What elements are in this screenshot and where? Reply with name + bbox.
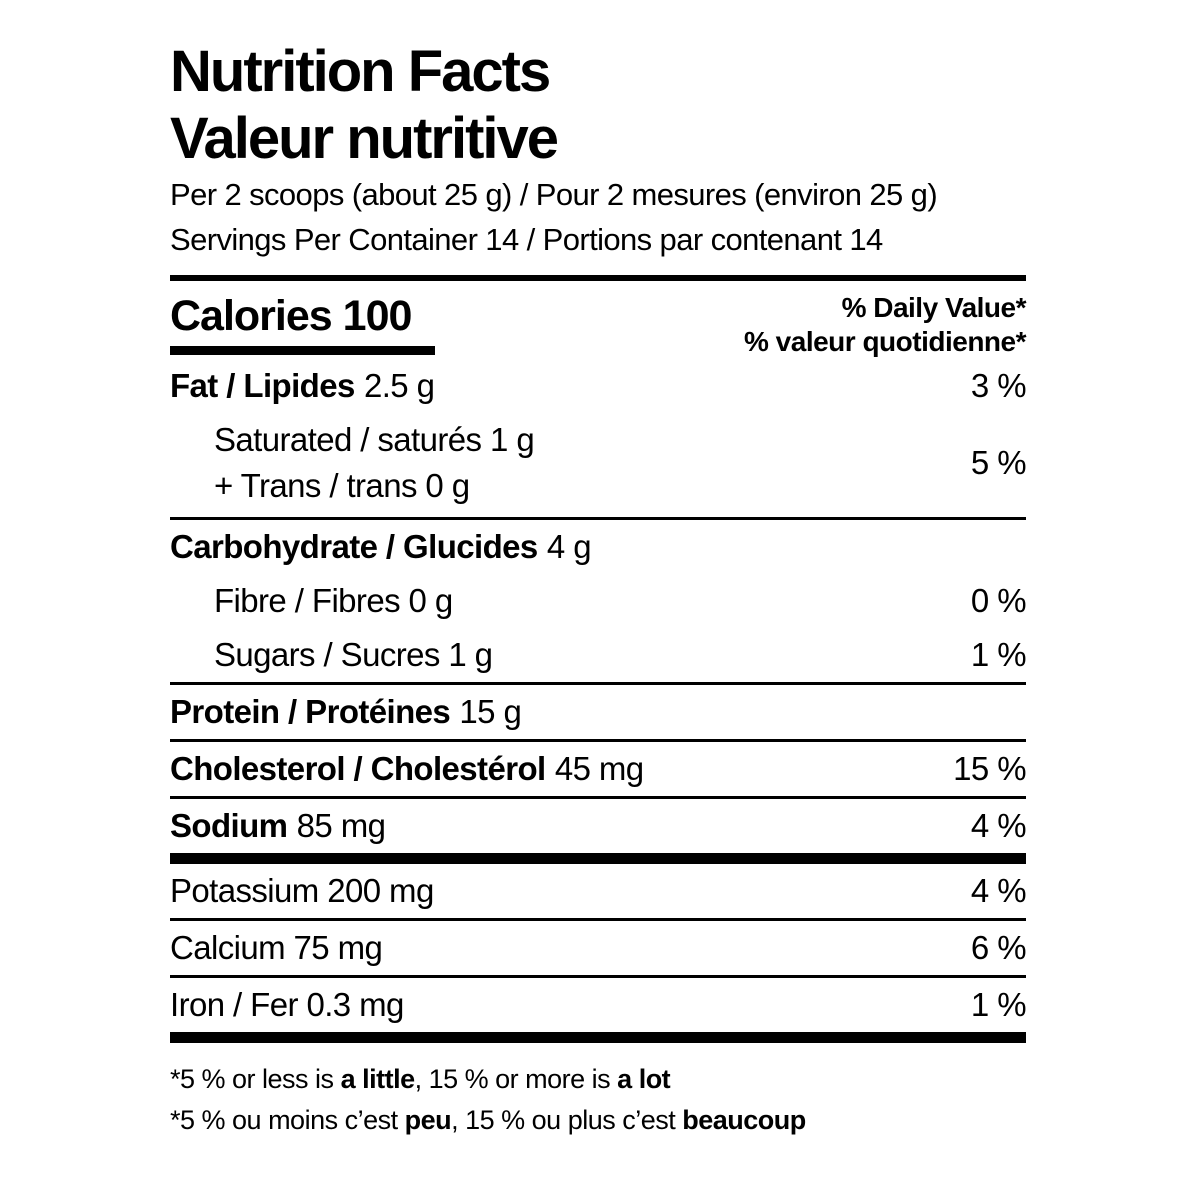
page-title-en: Nutrition Facts [170,39,551,104]
row-fat: Fat / Lipides 2.5 g 3 % [170,359,1027,413]
row-potassium: Potassium 200 mg 4 % [170,864,1027,918]
row-calcium: Calcium 75 mg 6 % [170,921,1027,975]
nutrient-amount: 85 mg [296,807,386,844]
nutrient-name: Carbohydrate / Glucides [170,528,538,565]
daily-value: 5 % [970,444,1027,481]
calories-underline-rule [170,346,435,355]
row-trans: + Trans / trans 0 g [214,467,470,504]
calories-row: Calories 100 % Daily Value* % valeur quo… [170,281,1027,359]
daily-value: 3 % [970,367,1027,404]
footnote-en: *5 % or less is a little, 15 % or more i… [170,1064,671,1094]
daily-value: 1 % [970,986,1027,1023]
nutrient-amount: 45 mg [554,750,644,787]
nutrient-amount: 4 g [546,528,592,565]
separator-rule [170,739,1026,742]
row-iron: Iron / Fer 0.3 mg 1 % [170,978,1027,1032]
nutrient-name: Iron / Fer 0.3 mg [170,986,404,1023]
nutrient-name: Potassium 200 mg [170,872,434,909]
separator-rule [170,682,1026,685]
row-sodium: Sodium 85 mg 4 % [170,799,1027,853]
daily-value-header-en: % Daily Value* [841,292,1027,323]
servings-per-container-line: Servings Per Container 14 / Portions par… [170,222,883,257]
footnote-fr: *5 % ou moins c’est peu, 15 % ou plus c’… [170,1105,806,1135]
nutrient-name: Cholesterol / Cholestérol [170,750,546,787]
separator-rule [170,517,1026,520]
page-title-fr: Valeur nutritive [170,106,559,171]
nutrient-name: Sugars / Sucres 1 g [214,636,493,673]
row-cholesterol: Cholesterol / Cholestérol 45 mg 15 % [170,742,1027,796]
footnotes: *5 % or less is a little, 15 % or more i… [170,1059,1026,1141]
nutrient-name: Fat / Lipides [170,367,355,404]
nutrient-name: Protein / Protéines [170,693,451,730]
daily-value-header: % Daily Value* % valeur quotidienne* [744,291,1027,359]
separator-rule [170,796,1026,799]
table-top-rule [170,275,1026,281]
thick-separator-bar [170,1032,1026,1043]
row-sugars: Sugars / Sucres 1 g 1 % [170,628,1027,682]
daily-value: 1 % [970,636,1027,673]
thick-separator-bar [170,853,1026,864]
calories-label-value: Calories 100 [170,291,435,341]
calories-label: Calories [170,292,333,340]
row-saturated: Saturated / saturés 1 g [214,421,535,458]
daily-value: 6 % [970,929,1027,966]
daily-value-header-fr: % valeur quotidienne* [744,326,1027,357]
nutrient-name: Fibre / Fibres 0 g [214,582,453,619]
row-fibre: Fibre / Fibres 0 g 0 % [170,574,1027,628]
calories-value: 100 [342,292,413,340]
nutrient-name: Sodium [170,807,288,844]
separator-rule [170,918,1026,921]
nutrition-facts-panel: Nutrition Facts Valeur nutritive Per 2 s… [170,38,1027,1141]
daily-value: 4 % [970,872,1027,909]
nutrient-amount: 15 g [459,693,522,730]
serving-size-line: Per 2 scoops (about 25 g) / Pour 2 mesur… [170,177,938,212]
daily-value: 15 % [953,750,1026,787]
nutrient-amount: 2.5 g [363,367,435,404]
daily-value: 0 % [970,582,1027,619]
calories-block: Calories 100 [170,291,435,359]
row-carbohydrate: Carbohydrate / Glucides 4 g [170,520,1026,574]
nutrient-name: Calcium 75 mg [170,929,383,966]
daily-value: 4 % [970,807,1027,844]
row-protein: Protein / Protéines 15 g [170,685,1026,739]
separator-rule [170,975,1026,978]
row-saturated-trans: Saturated / saturés 1 g + Trans / trans … [170,413,1027,517]
